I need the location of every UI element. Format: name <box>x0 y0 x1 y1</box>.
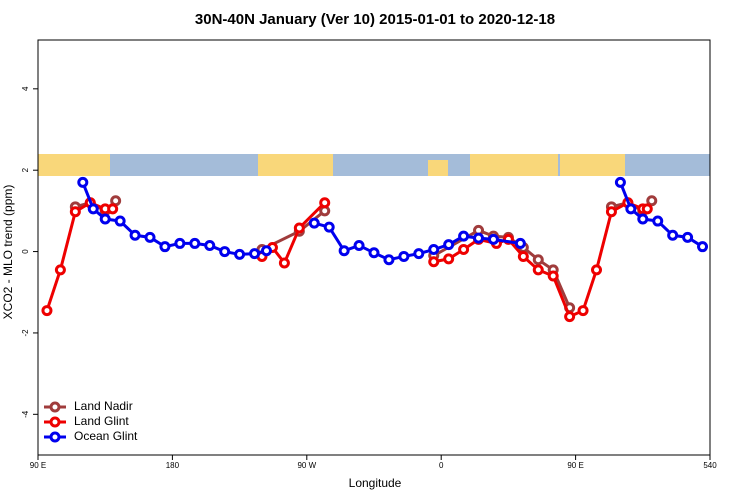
data-point <box>144 231 156 243</box>
data-point <box>107 203 119 215</box>
data-point <box>614 176 626 188</box>
data-point <box>69 206 81 218</box>
y-axis-label: XCO2 - MLO trend (ppm) <box>1 185 15 320</box>
map-strip <box>38 154 710 176</box>
x-tick-label: 540 <box>703 461 717 470</box>
data-point <box>234 248 246 260</box>
data-point <box>428 256 440 268</box>
legend-label: Ocean Glint <box>74 429 138 443</box>
data-point <box>577 305 589 317</box>
data-point <box>219 246 231 258</box>
data-point <box>667 229 679 241</box>
x-axis-label: Longitude <box>349 476 402 490</box>
series-line <box>433 201 648 319</box>
x-tick-label: 90 E <box>30 461 46 470</box>
data-point <box>532 254 544 266</box>
data-point <box>323 221 335 233</box>
legend-label: Land Glint <box>74 414 129 428</box>
data-point <box>532 264 544 276</box>
data-point <box>697 241 709 253</box>
data-point <box>114 215 126 227</box>
legend-marker <box>49 416 61 428</box>
chart-title: 30N-40N January (Ver 10) 2015-01-01 to 2… <box>195 11 555 28</box>
data-point <box>174 237 186 249</box>
data-point <box>129 229 141 241</box>
data-point <box>487 233 499 245</box>
x-tick-label: 90 E <box>567 461 583 470</box>
data-point <box>591 264 603 276</box>
data-point <box>99 213 111 225</box>
data-point <box>353 239 365 251</box>
data-point <box>54 264 66 276</box>
data-point <box>249 248 261 260</box>
data-point <box>641 203 653 215</box>
data-point <box>383 254 395 266</box>
plot-frame <box>37 39 711 456</box>
legend-marker <box>49 431 61 443</box>
data-point <box>625 203 637 215</box>
x-tick-label: 90 W <box>297 461 316 470</box>
data-point <box>682 231 694 243</box>
data-point <box>319 197 331 209</box>
data-point <box>293 222 305 234</box>
y-tick-label: -4 <box>21 410 30 418</box>
data-point <box>398 250 410 262</box>
data-point <box>338 245 350 257</box>
data-point <box>605 206 617 218</box>
legend-marker <box>49 401 61 413</box>
data-point <box>443 239 455 251</box>
data-point <box>189 237 201 249</box>
data-point <box>41 305 53 317</box>
y-tick-label: 2 <box>21 167 30 172</box>
x-tick-label: 180 <box>166 461 180 470</box>
legend-label: Land Nadir <box>74 399 133 413</box>
data-point <box>428 244 440 256</box>
data-point <box>204 239 216 251</box>
data-point <box>368 247 380 259</box>
y-tick-label: 0 <box>21 249 30 254</box>
y-tick-label: -2 <box>21 329 30 337</box>
x-tick-label: 0 <box>439 461 444 470</box>
data-point <box>547 270 559 282</box>
data-point <box>458 244 470 256</box>
data-point <box>473 232 485 244</box>
data-point <box>87 203 99 215</box>
data-point <box>646 195 658 207</box>
data-point <box>159 241 171 253</box>
data-point <box>637 213 649 225</box>
data-point <box>564 311 576 323</box>
data-point <box>517 250 529 262</box>
data-point <box>308 217 320 229</box>
data-point <box>514 237 526 249</box>
data-point <box>413 248 425 260</box>
data-point <box>77 176 89 188</box>
data-point <box>260 245 272 257</box>
data-point <box>652 215 664 227</box>
data-point <box>443 253 455 265</box>
data-point <box>458 230 470 242</box>
data-point <box>278 257 290 269</box>
y-tick-label: 4 <box>21 86 30 91</box>
